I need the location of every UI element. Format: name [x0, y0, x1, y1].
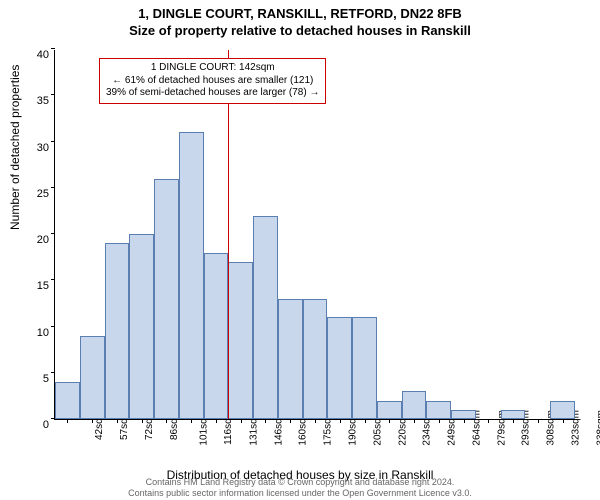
histogram-bar — [402, 391, 427, 419]
x-tick-mark — [142, 419, 143, 423]
chart-area: 051015202530354042sqm57sqm72sqm86sqm101s… — [54, 50, 574, 420]
histogram-bar — [303, 299, 328, 419]
x-tick-mark — [265, 419, 266, 423]
histogram-bar — [228, 262, 253, 419]
histogram-bar — [501, 410, 526, 419]
histogram-bar — [179, 132, 204, 419]
histogram-bar — [129, 234, 154, 419]
histogram-bar — [327, 317, 352, 419]
x-tick-mark — [117, 419, 118, 423]
title-line-2: Size of property relative to detached ho… — [0, 23, 600, 40]
histogram-bar — [278, 299, 303, 419]
y-tick-mark — [51, 279, 55, 280]
x-tick-mark — [315, 419, 316, 423]
y-tick-label: 35 — [15, 95, 49, 107]
histogram-bar — [105, 243, 130, 419]
annotation-box: 1 DINGLE COURT: 142sqm← 61% of detached … — [99, 58, 326, 104]
x-tick-mark — [216, 419, 217, 423]
x-tick-mark — [92, 419, 93, 423]
y-tick-mark — [51, 326, 55, 327]
histogram-bar — [550, 401, 575, 420]
y-tick-label: 10 — [15, 327, 49, 339]
x-tick-mark — [365, 419, 366, 423]
y-tick-label: 20 — [15, 234, 49, 246]
y-tick-label: 40 — [15, 49, 49, 61]
annot-line-1: 1 DINGLE COURT: 142sqm — [106, 62, 319, 75]
y-tick-mark — [51, 48, 55, 49]
histogram-bar — [80, 336, 105, 419]
x-tick-mark — [513, 419, 514, 423]
y-tick-mark — [51, 372, 55, 373]
x-tick-mark — [414, 419, 415, 423]
x-tick-mark — [166, 419, 167, 423]
y-tick-label: 5 — [15, 373, 49, 385]
y-tick-label: 25 — [15, 188, 49, 200]
footer-line-1: Contains HM Land Registry data © Crown c… — [0, 477, 600, 487]
x-tick-mark — [389, 419, 390, 423]
x-tick-mark — [191, 419, 192, 423]
histogram-bar — [451, 410, 476, 419]
histogram-bar — [253, 216, 278, 420]
footer-attribution: Contains HM Land Registry data © Crown c… — [0, 477, 600, 498]
x-tick-mark — [67, 419, 68, 423]
histogram-bar — [204, 253, 229, 420]
histogram-bar — [352, 317, 377, 419]
x-tick-mark — [340, 419, 341, 423]
x-tick-mark — [241, 419, 242, 423]
histogram-bar — [426, 401, 451, 420]
y-tick-label: 0 — [15, 419, 49, 431]
x-tick-mark — [290, 419, 291, 423]
y-tick-mark — [51, 141, 55, 142]
annot-line-3: 39% of semi-detached houses are larger (… — [106, 87, 319, 100]
plot-region: 051015202530354042sqm57sqm72sqm86sqm101s… — [54, 50, 574, 420]
histogram-bar — [377, 401, 402, 420]
y-tick-mark — [51, 94, 55, 95]
y-tick-mark — [51, 233, 55, 234]
x-tick-mark — [439, 419, 440, 423]
x-tick-mark — [563, 419, 564, 423]
x-tick-mark — [488, 419, 489, 423]
y-tick-mark — [51, 187, 55, 188]
title-line-1: 1, DINGLE COURT, RANSKILL, RETFORD, DN22… — [0, 6, 600, 23]
annot-line-2: ← 61% of detached houses are smaller (12… — [106, 75, 319, 88]
y-tick-label: 15 — [15, 280, 49, 292]
footer-line-2: Contains public sector information licen… — [0, 488, 600, 498]
chart-title-block: 1, DINGLE COURT, RANSKILL, RETFORD, DN22… — [0, 0, 600, 40]
x-tick-label: 338sqm — [595, 410, 600, 446]
x-tick-mark — [538, 419, 539, 423]
reference-line — [228, 50, 229, 419]
x-tick-mark — [464, 419, 465, 423]
y-tick-label: 30 — [15, 142, 49, 154]
histogram-bar — [55, 382, 80, 419]
histogram-bar — [154, 179, 179, 420]
